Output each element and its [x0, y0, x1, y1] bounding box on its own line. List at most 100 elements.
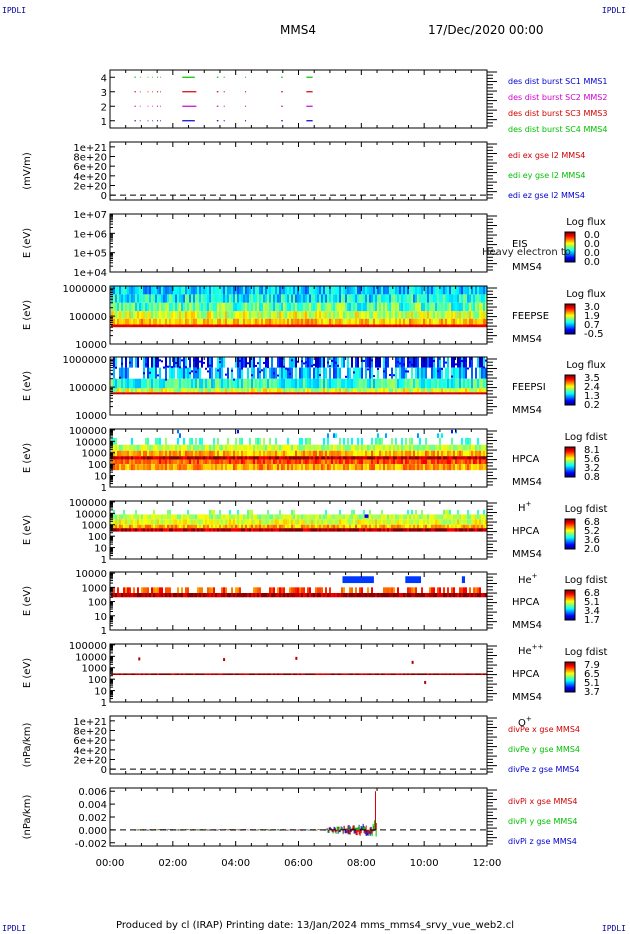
spectro-cell: [211, 318, 213, 325]
spectro-cell: [313, 519, 315, 525]
y-tick-label: 1e+04: [73, 268, 107, 279]
spectro-cell: [393, 524, 395, 529]
spectro-cell: [415, 519, 417, 525]
spectro-cell: [351, 450, 353, 457]
spectro-cell: [229, 459, 231, 465]
colorbar-cell: [565, 234, 575, 236]
spectro-cell: [391, 286, 393, 295]
spectro-cell: [115, 357, 117, 368]
spectro-cell: [449, 302, 451, 312]
spectro-cell: [459, 464, 461, 471]
spectro-cell: [305, 593, 307, 598]
spectro-cell: [355, 444, 357, 451]
spectro-cell: [377, 367, 379, 379]
spectro-cell: [265, 286, 267, 295]
spectro-cell: [315, 318, 317, 325]
spectro-cell: [189, 456, 191, 460]
spectro-cell: [417, 464, 419, 471]
spectro-cell: [393, 464, 395, 471]
spectro-cell: [303, 459, 305, 465]
spectro-cell: [305, 392, 307, 395]
spectro-cell: [237, 388, 239, 393]
spectro-cell: [435, 302, 437, 312]
spectro-cell: [475, 367, 477, 379]
spectro-cell: [439, 294, 441, 303]
spectro-cell: [237, 324, 239, 328]
colorbar-cell: [565, 315, 575, 317]
spectro-cell: [411, 514, 413, 520]
spectro-cell: [317, 286, 319, 295]
spectro-cell: [449, 509, 451, 515]
spectro-cell: [293, 519, 295, 525]
spectro-cell: [141, 378, 143, 389]
spectro-cell: [295, 593, 297, 598]
spectro-cell: [269, 302, 271, 312]
spectro-cell: [195, 528, 197, 532]
spectro-cell: [359, 294, 361, 303]
spectro-cell: [473, 294, 475, 303]
spectro-cell: [213, 450, 215, 457]
colorbar-cell: [565, 314, 575, 316]
spectro-cell: [327, 433, 329, 438]
spectro-cell: [237, 378, 239, 389]
spectro-cell: [441, 528, 443, 532]
spectro-cell: [449, 459, 451, 465]
spectro-cell: [119, 593, 121, 598]
spectro-cell: [395, 311, 397, 319]
spectro-cell: [247, 456, 249, 460]
spectro-cell: [141, 514, 143, 520]
spectro-cell: [267, 450, 269, 457]
y-tick-label: 4e+20: [73, 172, 107, 183]
spectro-cell: [421, 519, 423, 525]
spectro-cell: [129, 464, 131, 471]
spectro-cell: [115, 302, 117, 312]
spectro-cell: [315, 302, 317, 312]
spectro-cell: [209, 459, 211, 465]
spectro-cell: [343, 324, 345, 328]
spectro-cell: [435, 528, 437, 532]
spectrogram-5: [111, 429, 487, 471]
spectro-cell: [221, 450, 223, 457]
spectro-cell: [191, 392, 193, 395]
spectro-cell: [329, 302, 331, 312]
spectro-cell: [465, 514, 467, 520]
spectro-cell: [239, 302, 241, 312]
spectro-cell: [177, 437, 179, 445]
spectro-cell: [301, 514, 303, 520]
spectro-cell: [159, 392, 161, 395]
spectro-cell: [277, 392, 279, 395]
spectro-cell: [295, 464, 297, 471]
spectro-cell: [215, 519, 217, 525]
spectro-cell: [257, 378, 259, 389]
spectro-cell: [477, 528, 479, 532]
spectro-cell: [227, 528, 229, 532]
spectro-cell: [319, 444, 321, 451]
spectro-cell: [155, 450, 157, 457]
spectro-cell: [141, 593, 143, 598]
spectro-cell: [241, 459, 243, 465]
spectro-cell: [463, 378, 465, 389]
spectro-cell: [197, 367, 199, 370]
spectro-cell: [367, 459, 369, 465]
spectro-cell: [167, 311, 169, 319]
spectro-cell: [445, 392, 447, 395]
spectro-cell: [133, 311, 135, 319]
spectro-cell: [263, 388, 265, 393]
spectro-cell: [357, 514, 359, 520]
spectro-cell: [193, 528, 195, 532]
spectro-cell: [425, 528, 427, 532]
spectro-cell: [323, 324, 325, 328]
spectro-cell: [355, 286, 357, 295]
spectro-cell: [335, 433, 337, 438]
spectro-cell: [317, 524, 319, 529]
spectro-cell: [411, 294, 413, 303]
spectro-cell: [169, 524, 171, 529]
spectro-cell: [297, 311, 299, 319]
spectro-cell: [247, 524, 249, 529]
colorbar-cell: [565, 312, 575, 314]
colorbar-cell: [565, 395, 575, 397]
spectro-cell: [485, 367, 487, 379]
spectro-cell: [181, 456, 183, 460]
spectro-cell: [455, 392, 457, 395]
spectro-cell: [231, 524, 233, 529]
